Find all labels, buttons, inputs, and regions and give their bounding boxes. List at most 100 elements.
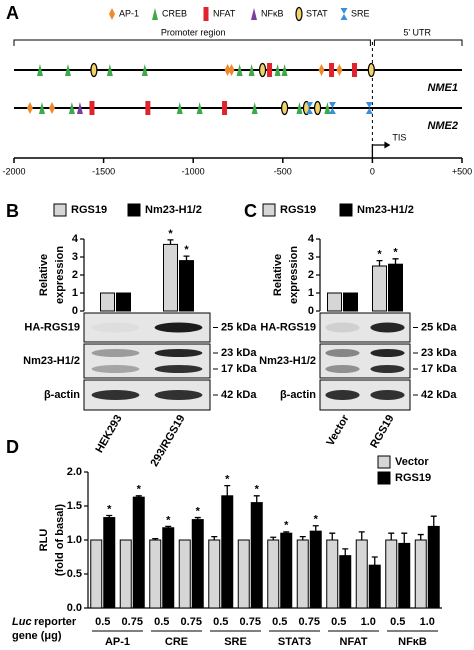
blot-band	[325, 322, 360, 333]
promoter-label: Promoter region	[161, 27, 226, 37]
legend-label: AP-1	[119, 8, 139, 18]
blot-band	[154, 365, 203, 373]
site-triangle	[141, 64, 148, 76]
x-tick-label: 293/RGS19	[148, 413, 187, 469]
bar	[250, 502, 263, 609]
blot-band	[91, 365, 140, 373]
x-tick-label: 0.5	[154, 616, 169, 628]
y-tick-label: 0.0	[67, 602, 82, 614]
y-tick-label: 2	[72, 269, 78, 281]
site-ellipse	[367, 62, 375, 78]
y-axis-label: expression	[54, 246, 66, 304]
bar	[132, 496, 145, 609]
error-bar	[342, 548, 349, 556]
legend-label: RGS19	[71, 204, 107, 216]
x-tick-label: 0.5	[213, 616, 228, 628]
y-tick-label: 1	[308, 287, 314, 299]
x-tick-label: 0.75	[122, 616, 143, 628]
blot-panel	[83, 343, 211, 379]
x-tick-label: HEK293	[93, 413, 124, 455]
y-tick-label: 1.5	[67, 500, 82, 512]
y-axis-label: RLU	[38, 529, 50, 552]
error-bar	[392, 258, 399, 265]
x-tick-label: 0.75	[299, 616, 320, 628]
legend-swatch	[53, 203, 67, 217]
error-bar	[376, 259, 383, 266]
blot-band	[154, 349, 203, 357]
y-tick-label: 3	[308, 251, 314, 263]
kda-label: 17 kDa	[221, 363, 257, 375]
bar	[427, 525, 440, 609]
bar	[179, 260, 194, 312]
utr-label: 5' UTR	[403, 27, 431, 37]
blot-label: HA-RGS19	[24, 321, 80, 333]
site-triangle	[176, 102, 183, 114]
y-tick-label: 0	[72, 305, 78, 317]
blot-band	[154, 322, 203, 333]
bar	[237, 539, 250, 609]
bar	[296, 539, 309, 609]
error-bar	[106, 514, 113, 518]
bar	[326, 539, 339, 609]
bar	[149, 539, 162, 609]
legend-swatch	[377, 455, 391, 469]
legend-swatch	[339, 203, 353, 217]
tis-label: TIS	[392, 132, 406, 142]
significance-mark: *	[107, 503, 112, 515]
legend-label: Nm23-H1/2	[357, 204, 414, 216]
bar	[162, 527, 175, 609]
site-ellipse	[280, 100, 289, 116]
y-tick-label: 0	[308, 305, 314, 317]
bar	[103, 517, 116, 609]
error-bar	[211, 535, 218, 540]
significance-mark: *	[137, 484, 142, 496]
kda-label: 42 kDa	[221, 389, 257, 401]
blot-band	[370, 322, 405, 333]
x-tick-label: 0	[370, 166, 375, 176]
group-label: NFκB	[398, 636, 427, 648]
error-bar	[371, 556, 378, 566]
legend-label: NFAT	[213, 8, 236, 18]
bar	[163, 243, 178, 312]
y-tick-label: 4	[308, 233, 315, 245]
site-diamond	[48, 102, 55, 114]
tis-arrow	[371, 144, 387, 158]
kda-label: 17 kDa	[421, 363, 457, 375]
blot-band	[370, 349, 405, 357]
x-axis-label: reporter	[34, 616, 77, 628]
error-bar	[283, 531, 290, 534]
legend-label: SRE	[351, 8, 370, 18]
x-tick-label: Vector	[324, 412, 352, 448]
x-tick-label: 0.5	[95, 616, 110, 628]
significance-mark: *	[196, 505, 201, 517]
blot-band	[370, 390, 405, 400]
x-tick-label: 1.0	[361, 616, 376, 628]
blot-label: β-actin	[280, 389, 316, 401]
y-tick-label: 2.0	[67, 466, 82, 478]
legend-label: Nm23-H1/2	[145, 204, 202, 216]
bar	[280, 532, 293, 609]
blot-panel	[319, 343, 411, 379]
site-triangle	[36, 64, 43, 76]
site-triangle	[236, 64, 243, 76]
y-axis-label: Relative	[272, 254, 284, 296]
site-triangle	[76, 102, 83, 114]
site-rect	[145, 101, 151, 115]
y-tick-label: 0.5	[67, 568, 82, 580]
error-bar	[401, 532, 408, 544]
site-triangle	[106, 64, 113, 76]
y-tick-label: 2	[308, 269, 314, 281]
kda-label: 23 kDa	[221, 347, 257, 359]
x-tick-label: 0.75	[181, 616, 202, 628]
significance-mark: *	[284, 520, 289, 532]
error-bar	[167, 239, 174, 245]
legend-label: RGS19	[395, 472, 431, 484]
error-bar	[224, 484, 231, 496]
error-bar	[299, 535, 306, 540]
error-bar	[135, 495, 142, 498]
site-hourglass	[365, 102, 373, 114]
site-triangle	[38, 102, 45, 114]
bar	[221, 495, 234, 609]
